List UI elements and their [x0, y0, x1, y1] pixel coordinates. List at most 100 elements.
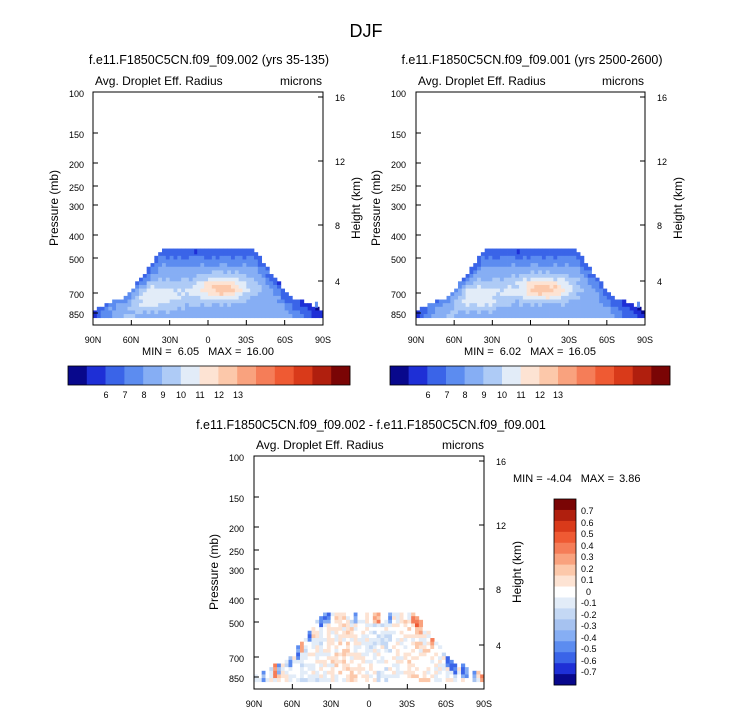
field-cell: [465, 288, 470, 293]
field-cell: [445, 659, 450, 664]
field-cell: [599, 295, 604, 300]
field-cell: [173, 284, 178, 289]
field-cell: [269, 303, 274, 308]
field-cell: [399, 616, 404, 621]
field-cell: [641, 314, 646, 319]
field-cell: [200, 284, 205, 289]
field-cell: [273, 281, 278, 286]
field-cell: [311, 641, 316, 646]
field-cell: [507, 259, 512, 264]
field-cell: [242, 274, 247, 279]
field-cell: [522, 281, 528, 286]
field-cell: [603, 295, 608, 300]
field-cell: [480, 674, 485, 679]
field-cell: [395, 619, 401, 624]
field-cell: [553, 255, 558, 260]
field-cell: [468, 670, 473, 675]
field-cell: [346, 616, 351, 621]
field-cell: [357, 656, 362, 661]
field-cell: [357, 648, 362, 653]
field-cell: [357, 645, 362, 650]
field-cell: [453, 678, 458, 683]
colorbar-swatch: [105, 366, 125, 385]
field-cell: [162, 274, 167, 279]
field-cell: [361, 634, 366, 639]
field-cell: [254, 303, 259, 308]
field-cell: [200, 277, 205, 282]
field-cell: [338, 648, 343, 653]
field-cell: [108, 310, 113, 315]
field-cell: [622, 303, 627, 308]
field-cell: [477, 295, 482, 300]
field-cell: [246, 288, 251, 293]
field-cell: [284, 667, 289, 672]
field-cell: [372, 652, 378, 657]
field-cell: [511, 314, 516, 319]
field-cell: [342, 663, 347, 668]
field-cell: [549, 263, 554, 268]
field-cell: [426, 659, 431, 664]
field-cell: [288, 314, 293, 319]
field-cell: [353, 667, 358, 672]
field-cell: [496, 266, 501, 271]
field-cell: [454, 295, 459, 300]
field-cell: [231, 306, 236, 311]
field-cell: [457, 670, 462, 675]
field-cell: [211, 306, 217, 311]
field-cell: [541, 274, 547, 279]
panel-1-field: [93, 248, 324, 319]
field-cell: [311, 314, 316, 319]
field-cell: [522, 263, 528, 268]
field-cell: [522, 292, 528, 297]
field-cell: [496, 299, 501, 304]
field-cell: [465, 314, 470, 319]
field-cell: [557, 281, 562, 286]
field-cell: [173, 255, 178, 260]
field-cell: [415, 674, 420, 679]
field-cell: [492, 303, 497, 308]
field-cell: [185, 266, 190, 271]
panel-3-y-right-axis-title: Height (km): [510, 541, 524, 603]
field-cell: [380, 674, 385, 679]
field-cell: [480, 263, 486, 268]
field-cell: [311, 659, 316, 664]
field-cell: [277, 295, 282, 300]
field-cell: [587, 314, 592, 319]
field-cell: [158, 314, 163, 319]
field-cell: [204, 284, 209, 289]
colorbar-swatch: [576, 366, 596, 385]
field-cell: [522, 266, 528, 271]
field-cell: [215, 306, 220, 311]
field-cell: [599, 299, 604, 304]
field-cell: [238, 263, 243, 268]
field-cell: [545, 306, 550, 311]
field-cell: [365, 670, 370, 675]
field-cell: [480, 303, 486, 308]
field-cell: [564, 270, 570, 275]
field-cell: [204, 277, 209, 282]
field-cell: [507, 299, 512, 304]
field-cell: [192, 281, 197, 286]
field-cell: [146, 277, 151, 282]
field-cell: [526, 266, 531, 271]
field-cell: [323, 648, 328, 653]
field-cell: [346, 652, 351, 657]
field-cell: [591, 306, 596, 311]
field-cell: [139, 310, 144, 315]
field-cell: [323, 641, 328, 646]
field-cell: [173, 281, 178, 286]
field-cell: [511, 277, 516, 282]
panel-2-y-right-axis-title: Height (km): [671, 177, 685, 239]
field-cell: [384, 630, 389, 635]
field-cell: [519, 277, 524, 282]
field-cell: [553, 310, 558, 315]
field-cell: [211, 255, 217, 260]
field-cell: [384, 619, 389, 624]
field-cell: [326, 612, 332, 617]
field-cell: [330, 678, 335, 683]
field-cell: [288, 306, 293, 311]
field-cell: [365, 652, 370, 657]
field-cell: [154, 270, 159, 275]
field-cell: [583, 299, 589, 304]
field-cell: [369, 641, 374, 646]
